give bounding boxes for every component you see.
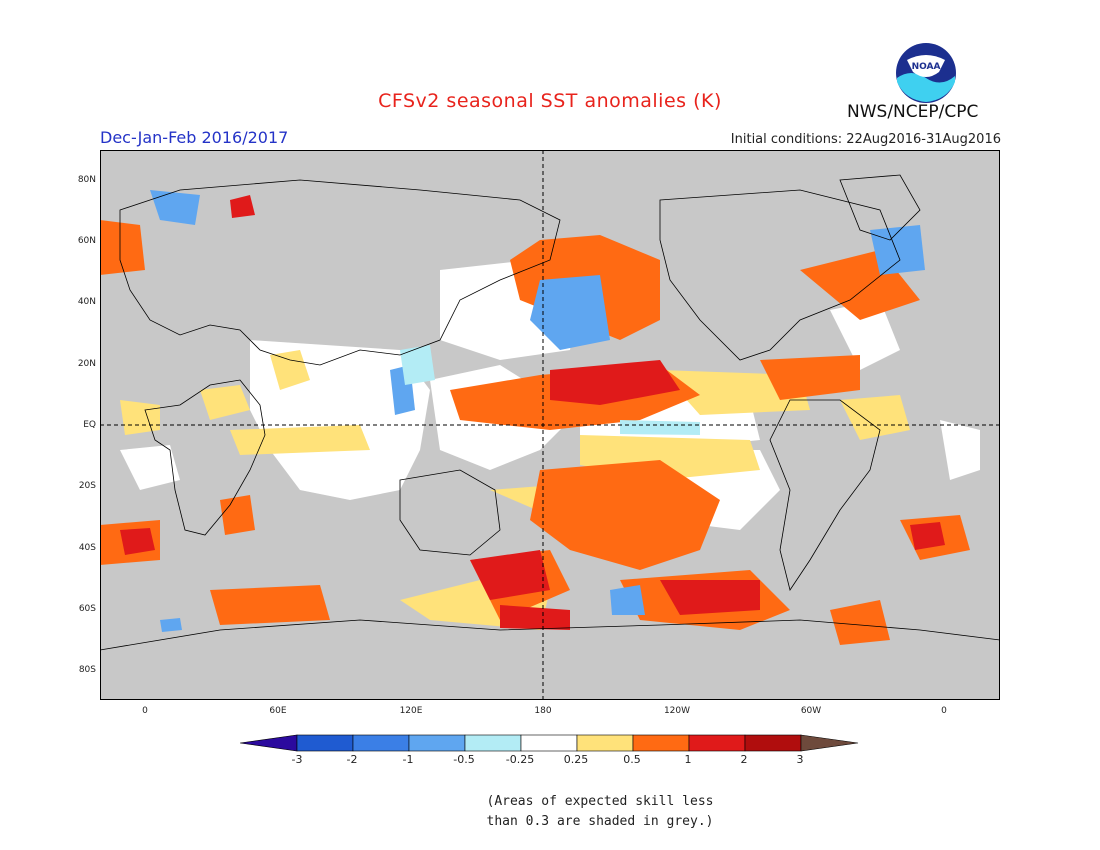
sst-anomaly-map <box>100 150 1000 700</box>
lat-label: 20S <box>78 481 96 491</box>
lat-label: 80N <box>77 175 96 185</box>
anomaly-light-cyan <box>400 345 700 435</box>
colorbar-cell <box>744 734 802 752</box>
colorbar-cell <box>296 734 354 752</box>
lon-label: 0 <box>941 706 947 716</box>
lon-label: 120W <box>663 706 691 716</box>
colorbar-label: 2 <box>740 753 748 766</box>
skill-note-line: than 0.3 are shaded in grey.) <box>486 814 714 829</box>
colorbar-label: -2 <box>346 753 358 766</box>
lon-label: 60W <box>800 706 822 716</box>
lat-label: 60S <box>78 604 96 614</box>
skill-note-line: (Areas of expected skill less <box>486 794 714 809</box>
agency-label: NWS/NCEP/CPC <box>847 102 979 122</box>
season-label: Dec-Jan-Feb 2016/2017 <box>100 128 289 147</box>
lon-label: 0 <box>142 706 148 716</box>
noaa-logo: NOAA <box>896 43 956 103</box>
initial-conditions-label: Initial conditions: 22Aug2016-31Aug2016 <box>730 132 1001 147</box>
colorbar-cell <box>352 734 410 752</box>
colorbar-cell <box>408 734 466 752</box>
skill-note: (Areas of expected skill less than 0.3 a… <box>440 792 760 832</box>
colorbar-label: 0.5 <box>623 753 641 766</box>
colorbar-cell <box>576 734 634 752</box>
lat-label: EQ <box>83 420 96 430</box>
lon-label: 180 <box>534 706 552 716</box>
colorbar-cell <box>632 734 690 752</box>
colorbar <box>240 734 859 752</box>
coastlines <box>100 174 1000 651</box>
lon-label: 120E <box>399 706 423 716</box>
colorbar-label: 3 <box>796 753 804 766</box>
lat-label: 20N <box>77 359 96 369</box>
colorbar-label: 1 <box>684 753 692 766</box>
colorbar-cell <box>464 734 522 752</box>
colorbar-label: 0.25 <box>563 753 589 766</box>
colorbar-max-triangle <box>800 734 859 752</box>
lat-label: 40S <box>78 543 96 553</box>
lat-label: 80S <box>78 665 96 675</box>
colorbar-cell <box>520 734 578 752</box>
colorbar-min-triangle <box>240 734 298 752</box>
colorbar-label: -1 <box>402 753 414 766</box>
svg-text:NOAA: NOAA <box>912 62 941 72</box>
lat-label: 60N <box>77 236 96 246</box>
chart-title: CFSv2 seasonal SST anomalies (K) <box>378 90 722 112</box>
colorbar-label: -3 <box>291 753 303 766</box>
colorbar-cell <box>688 734 746 752</box>
lat-label: 40N <box>77 297 96 307</box>
anomaly-red <box>120 195 945 630</box>
colorbar-label: -0.25 <box>505 753 535 766</box>
colorbar-label: -0.5 <box>453 753 475 766</box>
anomaly-blue <box>150 190 925 632</box>
lon-label: 60E <box>269 706 287 716</box>
